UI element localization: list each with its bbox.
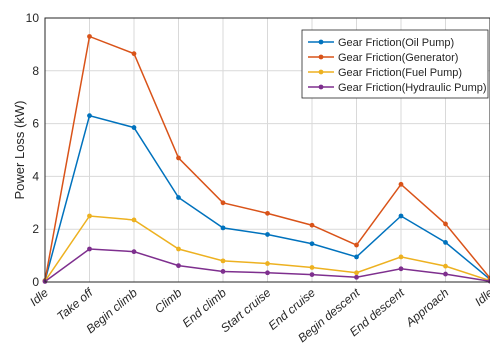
data-point: [131, 217, 137, 223]
data-point: [354, 270, 359, 276]
x-tick-label: Start cruise: [218, 285, 274, 335]
data-point: [265, 210, 270, 216]
y-tick-label: 0: [32, 275, 39, 289]
data-point: [220, 200, 226, 206]
x-tick-label: Approach: [402, 285, 451, 330]
data-point: [176, 246, 181, 252]
series-4: [42, 246, 490, 284]
legend-item: Gear Friction(Hydraulic Pump): [308, 82, 487, 94]
series-1: [42, 113, 490, 284]
data-point: [87, 213, 92, 219]
data-point: [87, 34, 92, 39]
data-point: [131, 249, 137, 255]
data-point: [309, 272, 315, 278]
data-point: [398, 181, 404, 187]
data-point: [443, 221, 448, 227]
legend-item: Gear Friction(Fuel Pump): [308, 67, 462, 79]
legend-marker: [318, 39, 324, 45]
data-point: [220, 225, 226, 231]
plot-area-frame: [44, 17, 490, 283]
x-tick-label: Take off: [54, 285, 97, 324]
data-point: [309, 222, 315, 228]
legend-label: Gear Friction(Generator): [338, 52, 458, 64]
y-tick-label: 8: [32, 64, 39, 78]
data-point: [265, 270, 270, 276]
data-point: [220, 269, 226, 274]
y-tick-label: 2: [32, 222, 39, 236]
legend-marker: [318, 54, 324, 60]
y-tick-label: 4: [32, 169, 39, 183]
data-point: [398, 266, 404, 272]
series-layer: [42, 34, 490, 284]
y-tick-labels: 0 2 4 6 8 10: [26, 11, 40, 289]
data-point: [176, 263, 181, 269]
data-point: [354, 254, 359, 260]
legend-marker: [318, 69, 324, 75]
legend-label: Gear Friction(Hydraulic Pump): [338, 82, 487, 94]
data-point: [443, 240, 448, 245]
legend-label: Gear Friction(Fuel Pump): [338, 67, 462, 79]
data-point: [309, 265, 315, 270]
data-point: [87, 246, 92, 252]
x-tick-label: Climb: [152, 285, 185, 316]
data-point: [265, 261, 270, 266]
data-point: [354, 274, 359, 280]
data-point: [265, 232, 270, 237]
data-point: [131, 125, 137, 130]
legend-label: Gear Friction(Oil Pump): [338, 37, 454, 49]
data-point: [176, 195, 181, 200]
data-point: [87, 113, 92, 119]
data-point: [131, 51, 137, 57]
data-point: [443, 263, 448, 269]
legend-marker: [318, 84, 324, 90]
data-point: [443, 271, 448, 277]
legend-item: Gear Friction(Oil Pump): [308, 37, 454, 49]
data-point: [354, 242, 359, 248]
x-tick-label: Idle: [472, 285, 490, 308]
data-point: [309, 241, 315, 247]
legend-item: Gear Friction(Generator): [308, 52, 458, 64]
legend: Gear Friction(Oil Pump) Gear Friction(Gen…: [301, 29, 489, 99]
y-tick-label: 10: [26, 11, 40, 25]
data-point: [398, 213, 404, 219]
x-tick-label: Idle: [27, 285, 51, 308]
y-tick-label: 6: [32, 117, 39, 131]
data-point: [176, 155, 181, 161]
data-point: [220, 258, 226, 264]
data-point: [398, 254, 404, 260]
y-axis-label: Power Loss (kW): [12, 101, 27, 200]
